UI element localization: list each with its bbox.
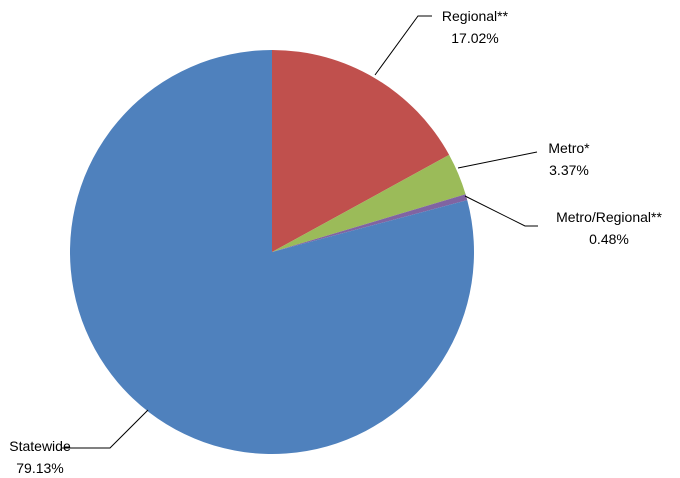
- pie-slice-metro-regional: [272, 194, 468, 252]
- pie-slice-metro: [272, 154, 466, 252]
- slice-value-metro-regional: 0.48%: [589, 231, 629, 247]
- leader-line-statewide: [62, 409, 149, 449]
- leader-lines-layer: [62, 15, 538, 449]
- leader-line-metro-regional: [464, 195, 538, 227]
- slice-value-metro: 3.37%: [549, 162, 589, 178]
- slice-value-statewide: 79.13%: [16, 460, 63, 476]
- slice-label-metro: Metro*: [548, 140, 590, 156]
- leader-line-regional: [374, 15, 432, 76]
- leader-line-metro: [457, 151, 538, 169]
- slice-value-regional: 17.02%: [451, 30, 498, 46]
- slice-label-statewide: Statewide: [9, 438, 71, 454]
- slice-label-regional: Regional**: [442, 8, 509, 24]
- slices-layer: [69, 50, 474, 454]
- slice-label-metro-regional: Metro/Regional**: [556, 209, 662, 225]
- pie-slice-regional: [272, 50, 450, 252]
- pie-slice-statewide: [69, 50, 474, 454]
- labels-layer: Regional** 17.02% Metro* 3.37% Metro/Regiona…: [9, 8, 662, 476]
